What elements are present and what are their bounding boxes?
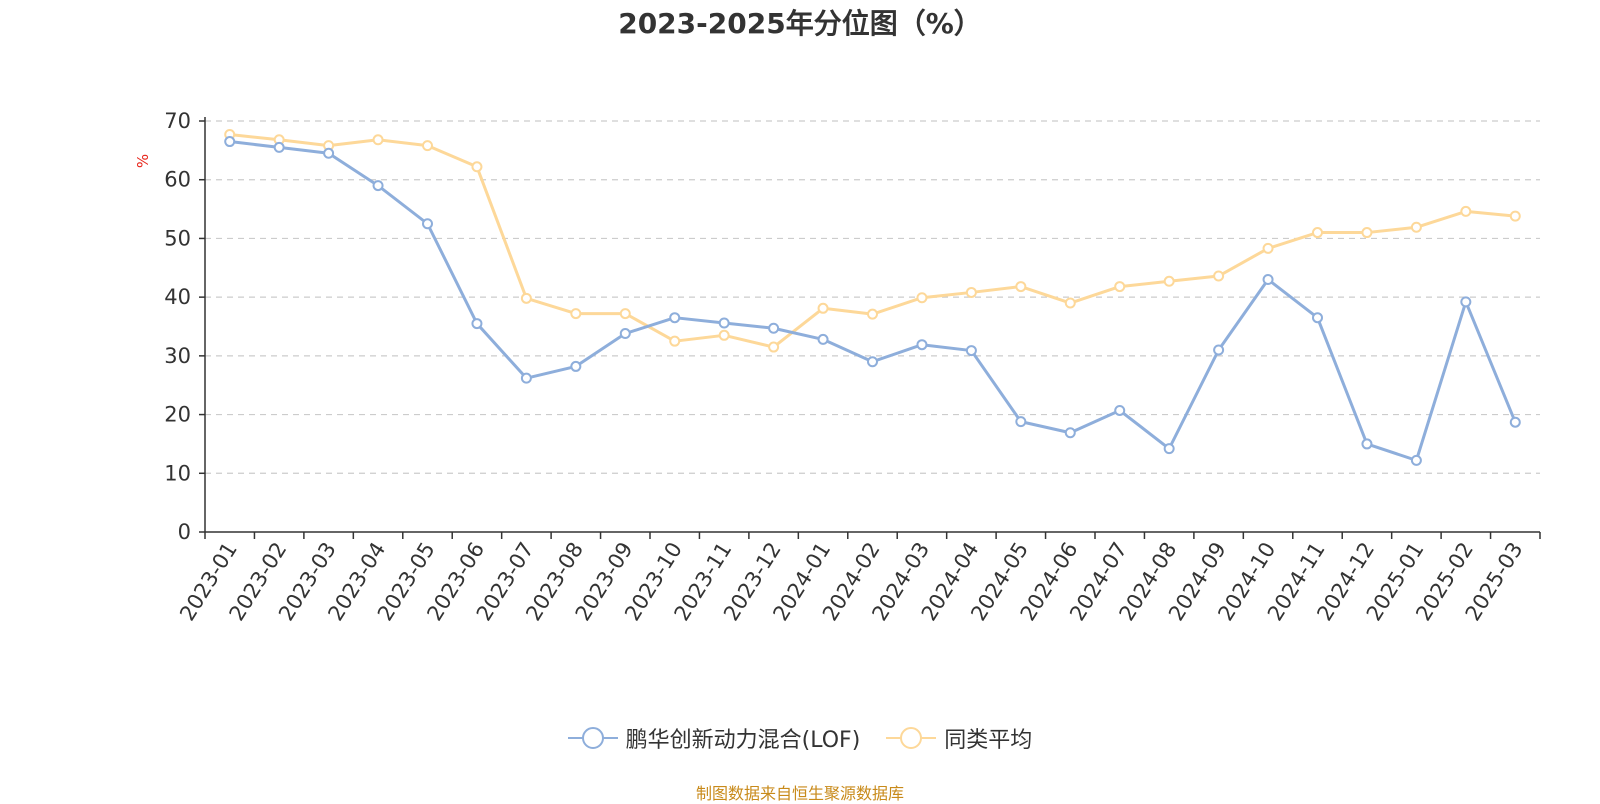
fund-data-point[interactable] xyxy=(619,328,631,340)
fund-data-point[interactable] xyxy=(422,218,433,230)
fund-data-point[interactable] xyxy=(1015,416,1027,428)
fund-data-point[interactable] xyxy=(570,360,582,372)
y-tick-label: 30 xyxy=(164,344,191,368)
y-tick-label: 0 xyxy=(178,520,191,544)
legend: 鹏华创新动力混合(LOF) 同类平均 xyxy=(0,722,1600,754)
fund-data-point[interactable] xyxy=(718,317,730,329)
fund-data-point[interactable] xyxy=(1262,274,1274,286)
fund-data-point[interactable] xyxy=(1114,404,1126,416)
y-axis-label: % xyxy=(134,154,152,168)
chart-title: 2023-2025年分位图（%） xyxy=(618,7,982,40)
fund-data-point[interactable] xyxy=(1163,443,1175,455)
peer-average-data-point[interactable] xyxy=(1312,227,1323,239)
peer-average-data-point[interactable] xyxy=(619,308,631,320)
y-tick-label: 60 xyxy=(164,168,191,192)
fund-data-point[interactable] xyxy=(1064,427,1076,439)
peer-average-data-point[interactable] xyxy=(1262,242,1274,254)
fund-data-point[interactable] xyxy=(323,147,335,159)
peer-average-data-point[interactable] xyxy=(471,161,483,173)
peer-average-data-point[interactable] xyxy=(669,335,681,347)
peer-average-data-point[interactable] xyxy=(867,308,878,320)
fund-data-point[interactable] xyxy=(372,180,384,192)
legend-fund-swatch-icon xyxy=(567,727,618,749)
fund-data-point[interactable] xyxy=(817,333,829,345)
peer-average-data-point[interactable] xyxy=(520,292,532,304)
peer-average-data-point[interactable] xyxy=(422,140,433,152)
legend-peer-swatch-icon xyxy=(886,727,937,749)
legend-item-fund[interactable]: 鹏华创新动力混合(LOF) xyxy=(567,722,861,754)
line-chart: 010203040506070%2023-012023-022023-03202… xyxy=(134,109,1541,625)
fund-data-point[interactable] xyxy=(669,312,681,324)
peer-average-data-point[interactable] xyxy=(817,302,829,314)
y-tick-label: 20 xyxy=(164,403,191,427)
peer-average-data-point[interactable] xyxy=(1509,210,1521,222)
peer-average-data-point[interactable] xyxy=(372,134,384,146)
peer-average-data-point[interactable] xyxy=(1015,281,1027,293)
y-tick-label: 40 xyxy=(164,285,191,309)
fund-data-point[interactable] xyxy=(1213,344,1225,356)
fund-data-point[interactable] xyxy=(1410,454,1422,466)
fund-data-point[interactable] xyxy=(1509,416,1521,428)
peer-average-data-point[interactable] xyxy=(1163,275,1175,287)
fund-data-point[interactable] xyxy=(965,345,977,357)
fund-data-point[interactable] xyxy=(224,136,236,148)
y-tick-label: 10 xyxy=(164,461,191,485)
peer-average-data-point[interactable] xyxy=(965,286,977,298)
source-note: 制图数据来自恒生聚源数据库 xyxy=(695,784,904,803)
legend-fund-label: 鹏华创新动力混合(LOF) xyxy=(625,728,861,753)
y-tick-label: 70 xyxy=(164,109,191,133)
peer-average-data-point[interactable] xyxy=(1460,205,1472,217)
peer-average-data-point[interactable] xyxy=(1114,281,1126,293)
fund-data-point[interactable] xyxy=(768,322,780,334)
legend-item-peer-average[interactable]: 同类平均 xyxy=(886,722,1032,754)
peer-average-data-point[interactable] xyxy=(1064,297,1076,309)
fund-data-point[interactable] xyxy=(520,372,532,384)
peer-average-data-point[interactable] xyxy=(1361,227,1373,239)
fund-series-line xyxy=(229,140,1517,462)
legend-peer-label: 同类平均 xyxy=(944,728,1033,753)
peer-average-data-point[interactable] xyxy=(1213,270,1225,282)
fund-data-point[interactable] xyxy=(1460,296,1472,308)
fund-data-point[interactable] xyxy=(867,356,878,368)
peer-average-data-point[interactable] xyxy=(718,329,730,341)
fund-data-point[interactable] xyxy=(471,318,483,330)
peer-average-data-point[interactable] xyxy=(768,341,780,353)
fund-data-point[interactable] xyxy=(1361,438,1373,450)
peer-average-data-point[interactable] xyxy=(1410,221,1422,233)
fund-data-point[interactable] xyxy=(916,339,928,351)
peer-average-data-point[interactable] xyxy=(916,292,928,304)
y-tick-label: 50 xyxy=(164,226,191,250)
fund-data-point[interactable] xyxy=(1312,312,1323,324)
fund-data-point[interactable] xyxy=(273,141,285,153)
peer-average-data-point[interactable] xyxy=(570,308,582,320)
